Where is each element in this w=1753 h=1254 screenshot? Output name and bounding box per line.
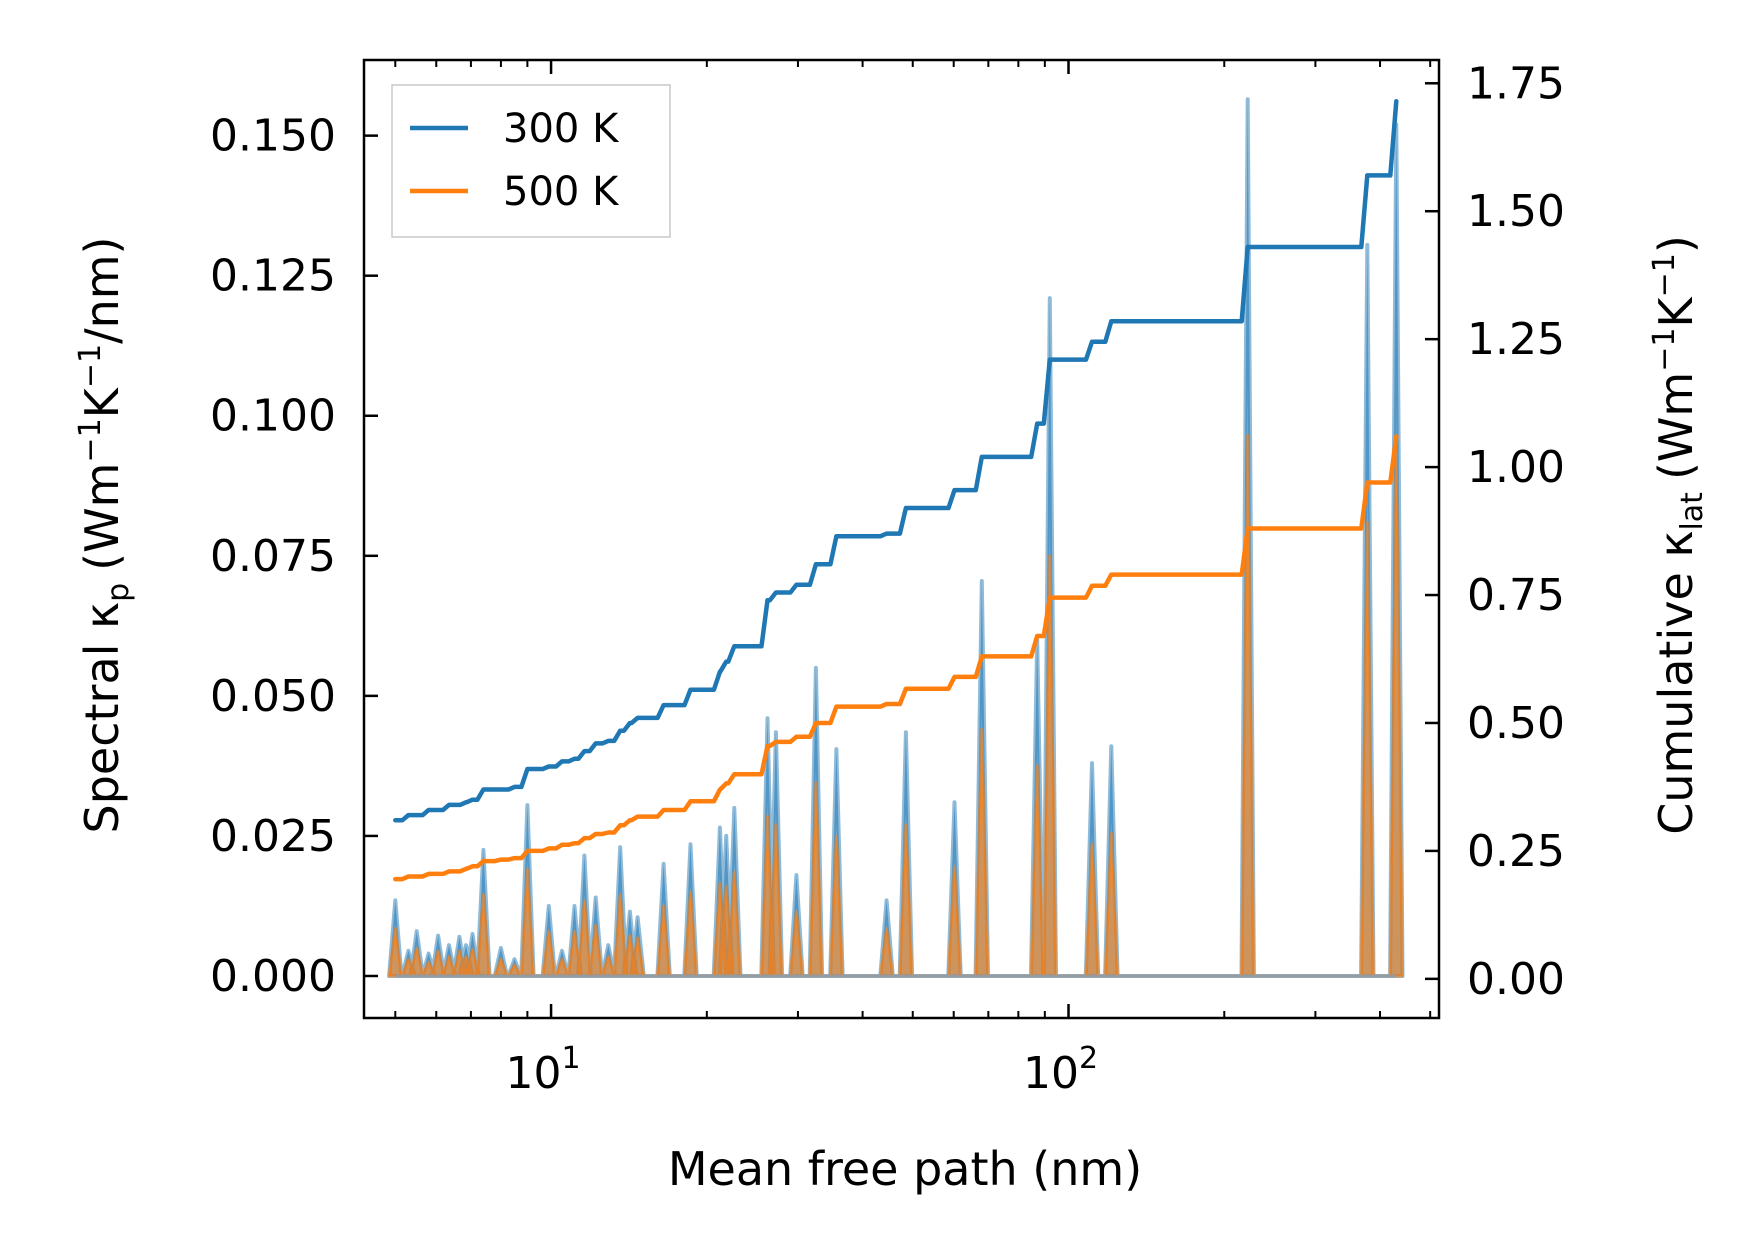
- left-y-tick-label: 0.100: [210, 391, 336, 442]
- right-y-tick-label: 1.75: [1467, 58, 1565, 109]
- right-y-tick-label: 0.25: [1467, 826, 1565, 877]
- cumulative-line-500k: [393, 434, 1399, 882]
- left-y-tick-label: 0.050: [210, 671, 336, 722]
- right-y-tick-label: 0.50: [1467, 698, 1565, 749]
- left-y-tick-label: 0.150: [210, 111, 336, 162]
- plot-area: [387, 97, 1405, 978]
- left-y-tick-label: 0.125: [210, 251, 336, 302]
- right-y-tick-label: 0.00: [1467, 954, 1565, 1005]
- axes-frame: [362, 58, 1441, 1020]
- right-y-tick-label: 1.25: [1467, 314, 1565, 365]
- right-axis-label: Cumulative κlat(Wm−1K−1): [1647, 235, 1710, 835]
- legend-box: [391, 84, 671, 238]
- axes-layer: 101 102 0.000 0.025 0.050 0.075 0.100 0.125 0.15…: [210, 58, 1565, 1099]
- x-tick-label: 102: [1023, 1041, 1098, 1099]
- legend-label-300k: 300 K: [503, 106, 620, 152]
- x-tick-label: 101: [506, 1041, 581, 1099]
- left-axis-label: Spectral κp(Wm−1K−1/nm): [73, 237, 136, 834]
- legend: 300 K 500 K: [391, 84, 671, 238]
- x-axis-label: Mean free path (nm): [668, 1142, 1142, 1196]
- left-y-tick-label: 0.025: [210, 811, 336, 862]
- left-y-tick-label: 0.075: [210, 531, 336, 582]
- right-y-tick-label: 0.75: [1467, 570, 1565, 621]
- cumulative-line-300k: [393, 98, 1399, 823]
- left-y-tick-label: 0.000: [210, 951, 336, 1002]
- legend-label-500k: 500 K: [503, 169, 620, 215]
- right-y-tick-label: 1.00: [1467, 442, 1565, 493]
- right-y-tick-label: 1.50: [1467, 186, 1565, 237]
